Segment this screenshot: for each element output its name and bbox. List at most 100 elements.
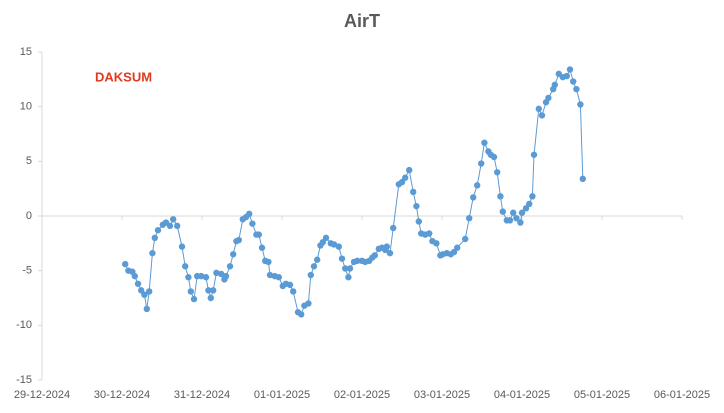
point bbox=[266, 271, 274, 279]
y-tick-label: 15 bbox=[20, 46, 32, 58]
point bbox=[518, 209, 526, 216]
point bbox=[298, 311, 305, 318]
point bbox=[499, 208, 506, 215]
point bbox=[322, 234, 330, 242]
point bbox=[235, 236, 242, 244]
point bbox=[386, 249, 394, 257]
x-tick-label: 03-01-2025 bbox=[414, 389, 470, 401]
x-tick-label: 02-01-2025 bbox=[334, 389, 390, 401]
point bbox=[470, 194, 477, 201]
point bbox=[522, 205, 530, 212]
point bbox=[154, 227, 162, 234]
point bbox=[290, 288, 297, 295]
point bbox=[346, 265, 354, 272]
point bbox=[406, 166, 413, 174]
point bbox=[307, 271, 314, 279]
point bbox=[230, 251, 237, 258]
point bbox=[146, 288, 153, 295]
point bbox=[319, 239, 326, 246]
point bbox=[149, 249, 156, 257]
x-tick-label: 05-01-2025 bbox=[574, 389, 630, 401]
point bbox=[275, 274, 282, 281]
point bbox=[354, 257, 361, 265]
point bbox=[563, 72, 570, 80]
point bbox=[314, 256, 321, 263]
point bbox=[454, 244, 461, 251]
point bbox=[226, 263, 234, 270]
point bbox=[415, 218, 422, 225]
point bbox=[410, 188, 417, 196]
point bbox=[187, 288, 194, 295]
point bbox=[310, 263, 318, 270]
point bbox=[510, 209, 517, 216]
point bbox=[413, 202, 420, 210]
point bbox=[338, 255, 346, 262]
point bbox=[178, 243, 186, 250]
point bbox=[122, 260, 129, 268]
point bbox=[466, 214, 473, 222]
x-tick-label: 29-12-2024 bbox=[14, 389, 70, 401]
point bbox=[506, 217, 514, 224]
point bbox=[398, 178, 406, 186]
point bbox=[383, 243, 390, 250]
x-tick-label: 06-01-2025 bbox=[654, 389, 710, 401]
point bbox=[210, 287, 217, 294]
point bbox=[286, 281, 294, 289]
point bbox=[402, 174, 409, 181]
point bbox=[474, 182, 481, 189]
y-tick-label: 5 bbox=[26, 155, 32, 167]
point bbox=[255, 231, 262, 238]
point bbox=[138, 287, 145, 294]
point bbox=[570, 78, 577, 85]
annotation: DAKSUM bbox=[95, 69, 152, 84]
point bbox=[202, 274, 210, 281]
point bbox=[207, 294, 214, 302]
point bbox=[526, 200, 533, 208]
point bbox=[529, 193, 536, 200]
point bbox=[335, 243, 342, 250]
point bbox=[305, 300, 312, 307]
point bbox=[222, 272, 230, 280]
point bbox=[131, 272, 138, 280]
point bbox=[141, 291, 148, 298]
x-tick-label: 30-12-2024 bbox=[94, 389, 150, 401]
point bbox=[198, 272, 205, 280]
point bbox=[566, 66, 574, 73]
chart-title: AirT bbox=[344, 11, 380, 31]
y-tick-label: -10 bbox=[16, 319, 32, 331]
x-tick-label: 04-01-2025 bbox=[494, 389, 550, 401]
point bbox=[170, 216, 177, 223]
point bbox=[246, 210, 253, 218]
point bbox=[190, 295, 198, 303]
x-tick-label: 31-12-2024 bbox=[174, 389, 230, 401]
y-tick-label: -5 bbox=[22, 265, 32, 277]
point bbox=[478, 160, 485, 167]
point bbox=[182, 263, 189, 270]
point bbox=[497, 193, 504, 200]
point bbox=[545, 94, 552, 102]
point bbox=[462, 235, 469, 243]
point bbox=[330, 241, 338, 248]
point bbox=[213, 269, 220, 277]
point bbox=[490, 153, 498, 161]
point bbox=[143, 305, 150, 313]
point bbox=[390, 224, 397, 232]
point bbox=[265, 258, 272, 266]
point bbox=[535, 105, 542, 113]
point bbox=[258, 244, 266, 251]
point bbox=[573, 85, 580, 93]
point bbox=[433, 240, 440, 247]
point bbox=[517, 219, 524, 226]
point bbox=[218, 270, 225, 278]
point bbox=[151, 234, 158, 242]
y-tick-label: 0 bbox=[26, 210, 32, 222]
x-tick-label: 01-01-2025 bbox=[254, 389, 310, 401]
point bbox=[166, 222, 174, 230]
point bbox=[494, 169, 501, 176]
point bbox=[513, 214, 520, 222]
point bbox=[577, 101, 584, 108]
point bbox=[205, 287, 212, 294]
